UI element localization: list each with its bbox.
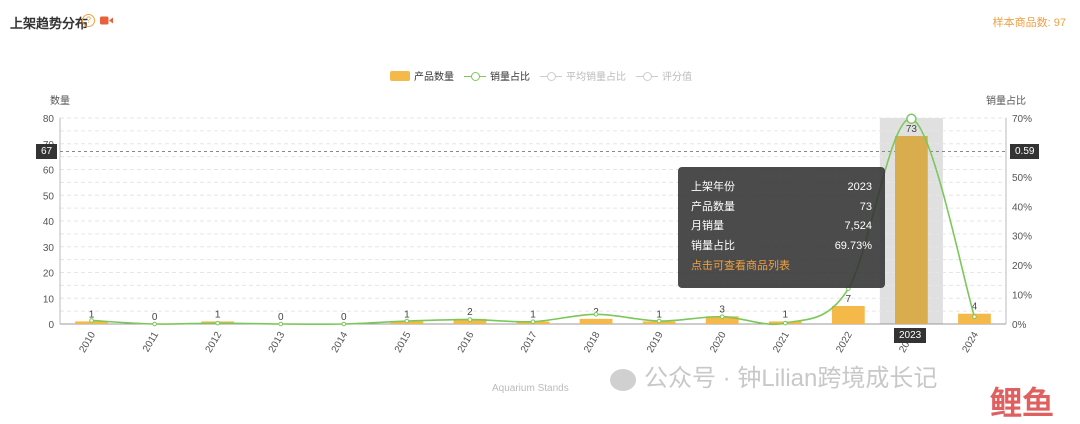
bar-value-label: 3	[719, 304, 725, 315]
y2-tick-label: 10%	[1012, 291, 1032, 302]
line-point	[783, 321, 787, 325]
line-point	[657, 319, 661, 323]
line-point	[907, 114, 916, 123]
line-point	[468, 318, 472, 322]
bar	[580, 319, 613, 324]
y-tick-label: 40	[43, 217, 55, 228]
x-tick-label: 2021	[771, 330, 792, 355]
wechat-icon	[610, 369, 636, 391]
bar-value-label: 73	[906, 124, 918, 135]
tooltip-value: 7,524	[844, 217, 872, 237]
y-tick-label: 50	[43, 191, 55, 202]
brand-logo: 鲤鱼	[990, 378, 1054, 424]
bar-value-label: 0	[152, 312, 158, 323]
bar-value-label: 0	[278, 312, 284, 323]
bar-value-label: 0	[341, 312, 347, 323]
tooltip-label: 销量占比	[691, 237, 735, 257]
tooltip-row: 月销量 7,524	[691, 217, 872, 237]
x-tick-label: 2019	[645, 330, 666, 355]
view-product-list-link[interactable]: 点击可查看商品列表	[691, 257, 872, 273]
y2-axis-title: 销量占比	[986, 94, 1026, 107]
x-tick-label: 2013	[267, 330, 288, 355]
y2-tick-label: 40%	[1012, 202, 1032, 213]
line-point	[342, 322, 346, 326]
y2-axis-pointer-label: 0.59	[1010, 144, 1039, 159]
x-axis-title: Aquarium Stands	[492, 383, 569, 394]
line-point	[90, 319, 94, 323]
y2-tick-label: 20%	[1012, 261, 1032, 272]
y-tick-label: 80	[43, 114, 55, 125]
tooltip-row: 销量占比 69.73%	[691, 237, 872, 257]
x-tick-label: 2012	[204, 330, 225, 355]
y-tick-label: 30	[43, 243, 55, 254]
tooltip-row: 上架年份 2023	[691, 178, 872, 198]
line-point	[531, 320, 535, 324]
line-point	[216, 321, 220, 325]
tooltip-label: 上架年份	[691, 178, 735, 198]
x-tick-label: 2016	[456, 330, 477, 355]
tooltip-label: 月销量	[691, 217, 724, 237]
y2-tick-label: 70%	[1012, 114, 1032, 125]
y-tick-label: 0	[48, 320, 54, 331]
bar-value-label: 2	[467, 307, 473, 318]
tooltip-value: 73	[860, 198, 872, 218]
bar	[895, 136, 928, 324]
bar-value-label: 1	[215, 309, 221, 320]
y-tick-label: 20	[43, 269, 55, 280]
tooltip-value: 69.73%	[835, 237, 872, 257]
bar-value-label: 1	[782, 309, 788, 320]
tooltip-value: 2023	[848, 178, 872, 198]
watermark: 公众号 · 钟Lilian跨境成长记	[610, 358, 937, 393]
line-point	[279, 322, 283, 326]
x-tick-label: 2024	[960, 330, 981, 355]
x-tick-label: 2014	[330, 330, 351, 355]
line-point	[720, 315, 724, 319]
x-tick-label: 2011	[141, 330, 161, 355]
y2-tick-label: 30%	[1012, 232, 1032, 243]
line-point	[973, 315, 977, 319]
line-point	[594, 312, 598, 316]
x-axis-pointer-label: 2023	[894, 328, 926, 343]
y-tick-label: 60	[43, 166, 55, 177]
bar	[832, 306, 865, 324]
y2-tick-label: 0%	[1012, 320, 1027, 331]
y-tick-label: 10	[43, 294, 55, 305]
x-tick-label: 2018	[582, 330, 603, 355]
y-axis-pointer-label: 67	[36, 144, 57, 159]
chart-tooltip: 上架年份 2023 产品数量 73 月销量 7,524 销量占比 69.73% 点击可查…	[678, 167, 885, 288]
x-tick-label: 2020	[708, 330, 729, 355]
tooltip-label: 产品数量	[691, 198, 735, 218]
bar-value-label: 1	[530, 309, 536, 320]
x-tick-label: 2010	[77, 330, 98, 355]
bar-value-label: 7	[846, 294, 852, 305]
x-tick-label: 2015	[393, 330, 414, 355]
line-point	[405, 319, 409, 323]
y2-tick-label: 50%	[1012, 173, 1032, 184]
y-axis-title: 数量	[50, 94, 70, 107]
x-tick-label: 2017	[519, 330, 540, 355]
x-tick-label: 2022	[834, 330, 855, 355]
tooltip-row: 产品数量 73	[691, 198, 872, 218]
line-point	[153, 322, 157, 326]
watermark-text: 公众号 · 钟Lilian跨境成长记	[644, 365, 937, 392]
